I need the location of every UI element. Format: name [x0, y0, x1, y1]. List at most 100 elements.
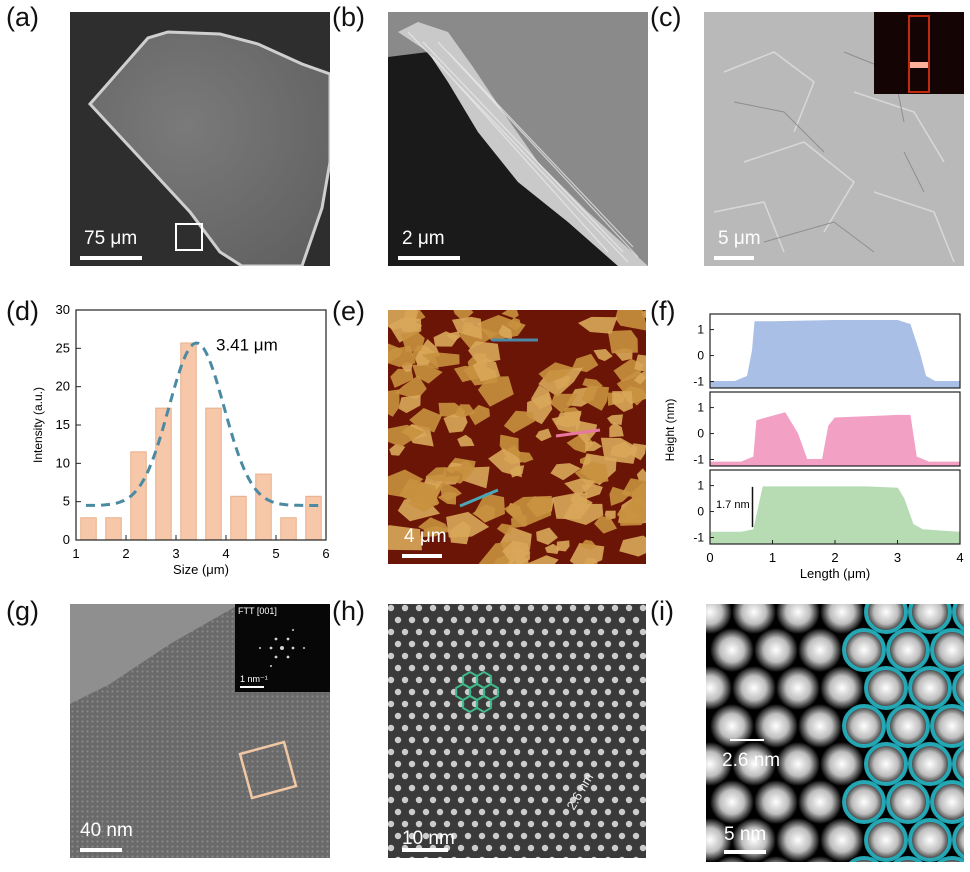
lattice-dot	[436, 664, 444, 672]
lattice-dot	[429, 796, 437, 804]
lattice-dot	[583, 652, 591, 660]
lattice-dot	[576, 808, 584, 816]
simulated-pore	[908, 666, 952, 710]
lattice-dot	[471, 748, 479, 756]
lattice-dot	[569, 796, 577, 804]
lattice-dot	[591, 856, 597, 858]
lattice-dot	[443, 700, 451, 708]
lattice-dot	[562, 688, 570, 696]
lattice-dot	[394, 784, 402, 792]
lattice-dot	[443, 652, 451, 660]
lattice-dot	[541, 700, 549, 708]
lattice-dot	[590, 688, 598, 696]
lattice-dot	[507, 856, 513, 858]
afm-flake	[395, 375, 427, 400]
lattice-dot	[520, 784, 528, 792]
lattice-dot	[534, 784, 542, 792]
lattice-dot	[555, 772, 563, 780]
lattice-dot	[429, 772, 437, 780]
histogram-bar	[180, 342, 197, 541]
lattice-dot	[401, 604, 409, 612]
simulated-pore	[930, 780, 964, 824]
afm-flake	[417, 339, 441, 357]
lattice-dot	[443, 796, 451, 804]
lattice-dot	[429, 604, 437, 612]
simulated-pore	[820, 604, 864, 634]
lattice-dot	[388, 748, 395, 756]
afm-flake	[409, 408, 443, 433]
tem-image-g: FTT [001] 1 nm⁻¹ 40 nm	[70, 604, 330, 858]
structure-model-ring	[842, 628, 886, 672]
lattice-dot	[457, 724, 465, 732]
afm-flake	[612, 391, 633, 412]
lattice-dot	[513, 724, 521, 732]
lattice-dot	[415, 628, 423, 636]
lattice-dot	[513, 820, 521, 828]
lattice-dot	[415, 724, 423, 732]
lattice-dot	[401, 820, 409, 828]
lattice-dot	[415, 772, 423, 780]
hrtem-image-h: 2.6 nm 10 nm	[388, 604, 646, 858]
simulated-pore	[710, 704, 754, 748]
afm-flake	[421, 352, 460, 368]
lattice-dot	[548, 640, 556, 648]
afm-flake	[535, 428, 552, 442]
lattice-dot	[401, 772, 409, 780]
lattice-dot	[541, 796, 549, 804]
lattice-dot	[436, 688, 444, 696]
lattice-dot	[639, 700, 646, 708]
lattice-dot	[562, 832, 570, 840]
lattice-dot	[401, 676, 409, 684]
lattice-dot	[499, 604, 507, 612]
lattice-dot	[478, 736, 486, 744]
lattice-dot	[527, 772, 535, 780]
lattice-dot	[562, 736, 570, 744]
lattice-dot	[548, 616, 556, 624]
lattice-dot	[443, 772, 451, 780]
lattice-dot	[443, 676, 451, 684]
lattice-dot	[415, 676, 423, 684]
lattice-dot	[562, 784, 570, 792]
lattice-dot	[583, 628, 591, 636]
scale-bar-e	[402, 554, 442, 558]
lattice-dot	[450, 640, 458, 648]
lattice-dot	[569, 748, 577, 756]
structure-model-ring	[908, 818, 952, 862]
lattice-dot	[527, 796, 535, 804]
lattice-dot	[492, 832, 500, 840]
y-tick-label: -1	[693, 375, 704, 389]
lattice-dot	[520, 760, 528, 768]
lattice-dot	[394, 640, 402, 648]
lattice-dot	[506, 616, 514, 624]
lattice-dot	[604, 688, 612, 696]
height-profile-area	[709, 320, 961, 389]
afm-flake	[388, 389, 400, 417]
lattice-dot	[548, 760, 556, 768]
structure-model-ring	[886, 780, 930, 824]
afm-flake	[571, 353, 599, 373]
simulated-pore	[732, 666, 776, 710]
lattice-dot	[429, 652, 437, 660]
lattice-dot	[583, 796, 591, 804]
afm-flake	[498, 324, 513, 341]
lattice-dot	[499, 724, 507, 732]
structure-model-ring	[848, 856, 880, 862]
lattice-dot	[555, 796, 563, 804]
lattice-dot	[388, 796, 395, 804]
lattice-dot	[471, 844, 479, 852]
lattice-dot	[590, 784, 598, 792]
lattice-dot	[423, 856, 429, 858]
lattice-dot	[471, 604, 479, 612]
hexagon-overlay	[476, 694, 492, 714]
lattice-dot	[408, 688, 416, 696]
lattice-dot	[394, 736, 402, 744]
simulated-pore	[776, 818, 820, 862]
afm-flake	[563, 503, 604, 525]
lattice-dot	[401, 796, 409, 804]
simulated-pore	[842, 628, 886, 672]
lattice-dot	[429, 748, 437, 756]
simulated-pore	[908, 742, 952, 786]
lattice-dot	[437, 856, 443, 858]
profile-frame	[709, 313, 961, 389]
lattice-dot	[408, 760, 416, 768]
